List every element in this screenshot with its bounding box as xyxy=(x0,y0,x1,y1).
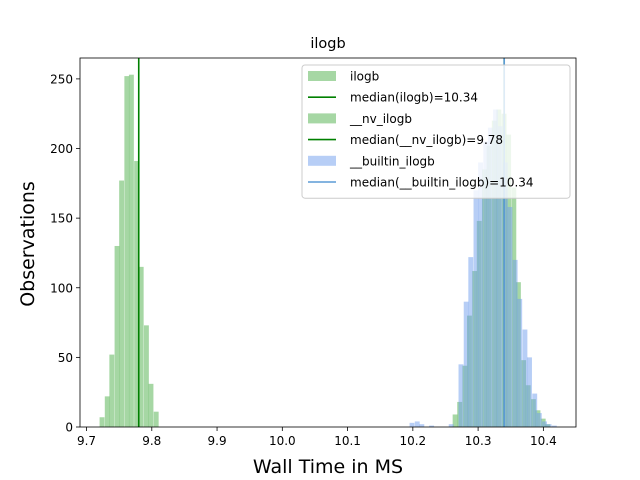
bar-builtinilogb-16 xyxy=(512,259,518,427)
bar-nvilogb-11 xyxy=(153,411,159,427)
bar-nvilogb-4 xyxy=(119,180,125,427)
x-tick-label-0: 9.7 xyxy=(77,434,96,448)
x-tick-label-6: 10.3 xyxy=(465,434,492,448)
bar-builtinilogb-20 xyxy=(532,393,538,427)
y-axis-label: Observations xyxy=(17,181,39,307)
x-tick-label-7: 10.4 xyxy=(530,434,557,448)
plot-frame xyxy=(79,57,577,428)
bar-builtinilogb-23 xyxy=(546,424,552,427)
legend-swatch-4 xyxy=(308,155,336,166)
y-tick-label-4: 200 xyxy=(50,142,73,156)
x-tick-label-1: 9.8 xyxy=(142,434,161,448)
legend-swatch-2 xyxy=(308,113,336,124)
x-tick-label-2: 9.9 xyxy=(208,434,227,448)
x-tick-label-3: 10.0 xyxy=(269,434,296,448)
bar-nvilogb-6 xyxy=(128,74,134,427)
legend-label-1: median(ilogb)=10.34 xyxy=(350,91,478,105)
bar-builtinilogb-10 xyxy=(483,141,489,427)
x-axis: 9.7 9.8 9.9 10.0 10.1 10.2 10.3 10.4 xyxy=(77,427,557,448)
legend-label-3: median(__nv_ilogb)=9.78 xyxy=(350,133,503,147)
bar-builtinilogb-24 xyxy=(551,425,557,427)
legend-box xyxy=(301,64,571,199)
bar-builtinilogb-13 xyxy=(497,126,503,427)
bar-builtinilogb-1 xyxy=(414,421,420,427)
y-tick-label-1: 50 xyxy=(58,351,73,365)
bar-ilogb-0 xyxy=(452,414,458,427)
legend-swatch-0 xyxy=(308,71,336,81)
bar-nvilogb-7 xyxy=(134,161,140,427)
bar-nvilogb-0 xyxy=(99,417,105,427)
bar-builtinilogb-11 xyxy=(487,127,493,427)
bar-builtinilogb-2 xyxy=(419,424,425,427)
bar-builtinilogb-4 xyxy=(448,424,454,427)
bar-nvilogb-10 xyxy=(148,383,154,427)
x-tick-label-4: 10.1 xyxy=(334,434,361,448)
chart-title: ilogb xyxy=(310,36,345,52)
bar-builtinilogb-19 xyxy=(527,357,532,427)
bar-nvilogb-3 xyxy=(114,245,120,427)
y-tick-label-3: 150 xyxy=(50,212,73,226)
legend: ilogb median(ilogb)=10.34 __nv_ilogbmedian… xyxy=(301,64,571,199)
bar-builtinilogb-9 xyxy=(478,162,483,427)
legend-label-4: __builtin_ilogb xyxy=(349,154,435,168)
bar-nvilogb-5 xyxy=(124,76,130,428)
legend-label-5: median(__builtin_ilogb)=10.34 xyxy=(350,176,534,190)
bar-nvilogb-2 xyxy=(109,354,115,427)
bar-builtinilogb-6 xyxy=(463,301,469,427)
bar-builtinilogb-22 xyxy=(542,421,547,427)
bar-nvilogb-9 xyxy=(143,325,149,427)
bar-nvilogb-1 xyxy=(104,396,110,427)
legend-label-2: __nv_ilogb xyxy=(349,112,412,126)
x-axis-label: Wall Time in MS xyxy=(253,456,403,478)
bar-builtinilogb-5 xyxy=(458,364,464,427)
bar-builtinilogb-15 xyxy=(507,206,513,427)
bar-builtinilogb-3 xyxy=(429,425,435,427)
legend-label-0: ilogb xyxy=(350,70,379,84)
bars-layer xyxy=(99,74,557,428)
y-tick-label-0: 0 xyxy=(65,421,73,435)
y-axis: 0 50 100 150 200 250 xyxy=(50,72,80,435)
y-tick-label-2: 100 xyxy=(50,281,73,295)
bar-builtinilogb-7 xyxy=(468,257,474,427)
y-tick-label-5: 250 xyxy=(50,72,73,86)
bar-builtinilogb-21 xyxy=(536,413,542,427)
bar-builtinilogb-12 xyxy=(493,109,499,427)
bar-builtinilogb-18 xyxy=(522,329,528,427)
bar-nvilogb-8 xyxy=(138,266,144,427)
bar-builtinilogb-0 xyxy=(409,422,415,427)
bar-builtinilogb-14 xyxy=(502,162,508,427)
bar-builtinilogb-8 xyxy=(473,190,479,427)
bar-builtinilogb-17 xyxy=(517,298,523,427)
x-tick-label-5: 10.2 xyxy=(399,434,426,448)
